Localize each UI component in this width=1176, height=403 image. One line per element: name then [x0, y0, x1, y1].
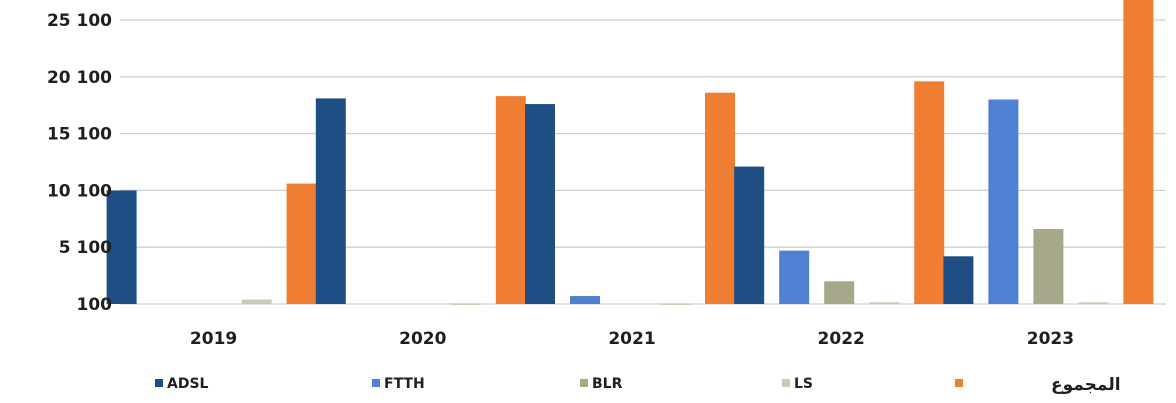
x-axis-ticks: 2019 2020 2021 2022 2023 [190, 329, 1074, 349]
bar-2-0 [525, 104, 555, 305]
bar-3-0 [734, 166, 765, 304]
y-axis-ticks: 100 5 100 10 100 15 100 20 100 25 100 [47, 11, 112, 315]
bar-4-1 [988, 99, 1019, 305]
bar-0-4 [286, 183, 317, 304]
bar-4-2 [1033, 229, 1064, 304]
legend-swatch [372, 379, 380, 387]
legend-label: FTTH [384, 376, 425, 392]
y-tick-label: 100 [77, 295, 113, 315]
bar-0-3 [241, 299, 272, 304]
y-tick-label: 5 100 [59, 238, 112, 258]
legend-swatch [155, 379, 163, 387]
x-tick-label: 2021 [608, 329, 655, 349]
bar-4-4 [1123, 0, 1154, 304]
bar-4-3 [1078, 302, 1109, 304]
legend-label: BLR [592, 376, 623, 392]
bars [106, 0, 1154, 305]
y-tick-label: 15 100 [47, 125, 112, 145]
bar-2-3 [660, 303, 690, 305]
bar-4-0 [943, 256, 974, 304]
legend-label: ADSL [167, 376, 209, 392]
legend-swatch [580, 379, 588, 387]
bar-1-0 [315, 98, 346, 304]
x-tick-label: 2023 [1027, 329, 1074, 349]
y-tick-label: 10 100 [47, 181, 112, 201]
x-tick-label: 2022 [818, 329, 865, 349]
y-tick-label: 20 100 [47, 68, 112, 88]
bar-2-1 [570, 296, 600, 304]
bar-3-4 [914, 81, 945, 305]
bar-0-0 [106, 190, 137, 304]
x-tick-label: 2019 [190, 329, 237, 349]
legend-label: LS [794, 376, 813, 392]
bar-3-3 [869, 302, 900, 304]
legend-label: المجموع [1051, 375, 1121, 395]
x-tick-label: 2020 [399, 329, 446, 349]
bar-1-3 [450, 303, 481, 305]
y-tick-label: 25 100 [47, 11, 112, 31]
bar-1-4 [495, 96, 526, 304]
legend: ADSL FTTH BLR LS المجموع [155, 375, 1121, 395]
legend-swatch [782, 379, 790, 387]
bar-3-1 [779, 250, 810, 304]
legend-swatch [955, 379, 963, 387]
bar-2-4 [705, 92, 735, 304]
bar-3-2 [824, 281, 855, 304]
